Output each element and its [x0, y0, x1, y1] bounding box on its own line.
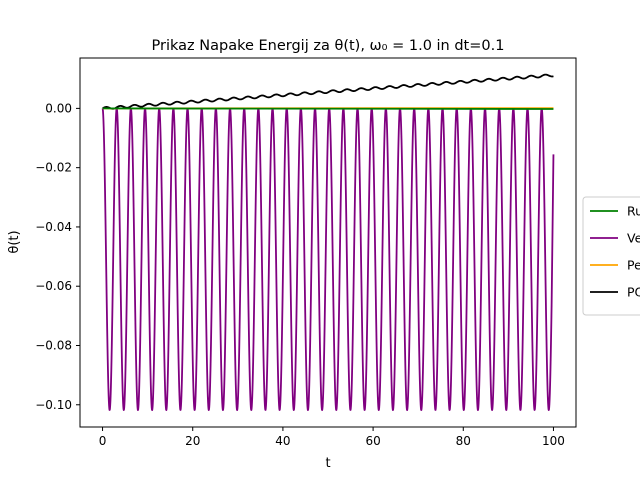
- x-tick-label: 80: [456, 434, 471, 448]
- legend-box: [582, 196, 640, 316]
- series-line-ru: [102, 107, 554, 110]
- y-tick-label: −0.04: [35, 220, 72, 234]
- series-line-ve: [101, 107, 555, 411]
- y-tick-label: −0.06: [35, 279, 72, 293]
- x-axis-label: t: [325, 456, 330, 471]
- y-axis: 0.00 −0.02 −0.04 −0.06 −0.08 −0.10: [35, 101, 80, 412]
- chart-title: Prikaz Napake Energij za θ(t), ω₀ = 1.0 …: [152, 38, 505, 54]
- legend-label-ve: Ve: [627, 231, 640, 246]
- x-axis: 0 20 40 60 80 100: [99, 427, 565, 448]
- y-tick-label: −0.08: [35, 338, 72, 352]
- x-tick-label: 60: [365, 434, 380, 448]
- y-tick-label: 0.00: [45, 101, 72, 115]
- y-axis-label: θ(t): [7, 230, 22, 253]
- x-tick-label: 40: [275, 434, 290, 448]
- legend: Ru Ve Pe PO: [582, 196, 640, 316]
- legend-label-ru: Ru: [627, 204, 640, 219]
- axes-frame: [79, 57, 577, 428]
- series-layer: [101, 73, 555, 411]
- legend-label-po: PO: [627, 285, 640, 300]
- y-tick-label: −0.02: [35, 161, 72, 175]
- series-line-po: [102, 73, 554, 110]
- x-tick-label: 100: [542, 434, 565, 448]
- legend-label-pe: Pe: [627, 258, 640, 273]
- x-tick-label: 20: [185, 434, 200, 448]
- x-tick-label: 0: [99, 434, 107, 448]
- y-tick-label: −0.10: [35, 398, 72, 412]
